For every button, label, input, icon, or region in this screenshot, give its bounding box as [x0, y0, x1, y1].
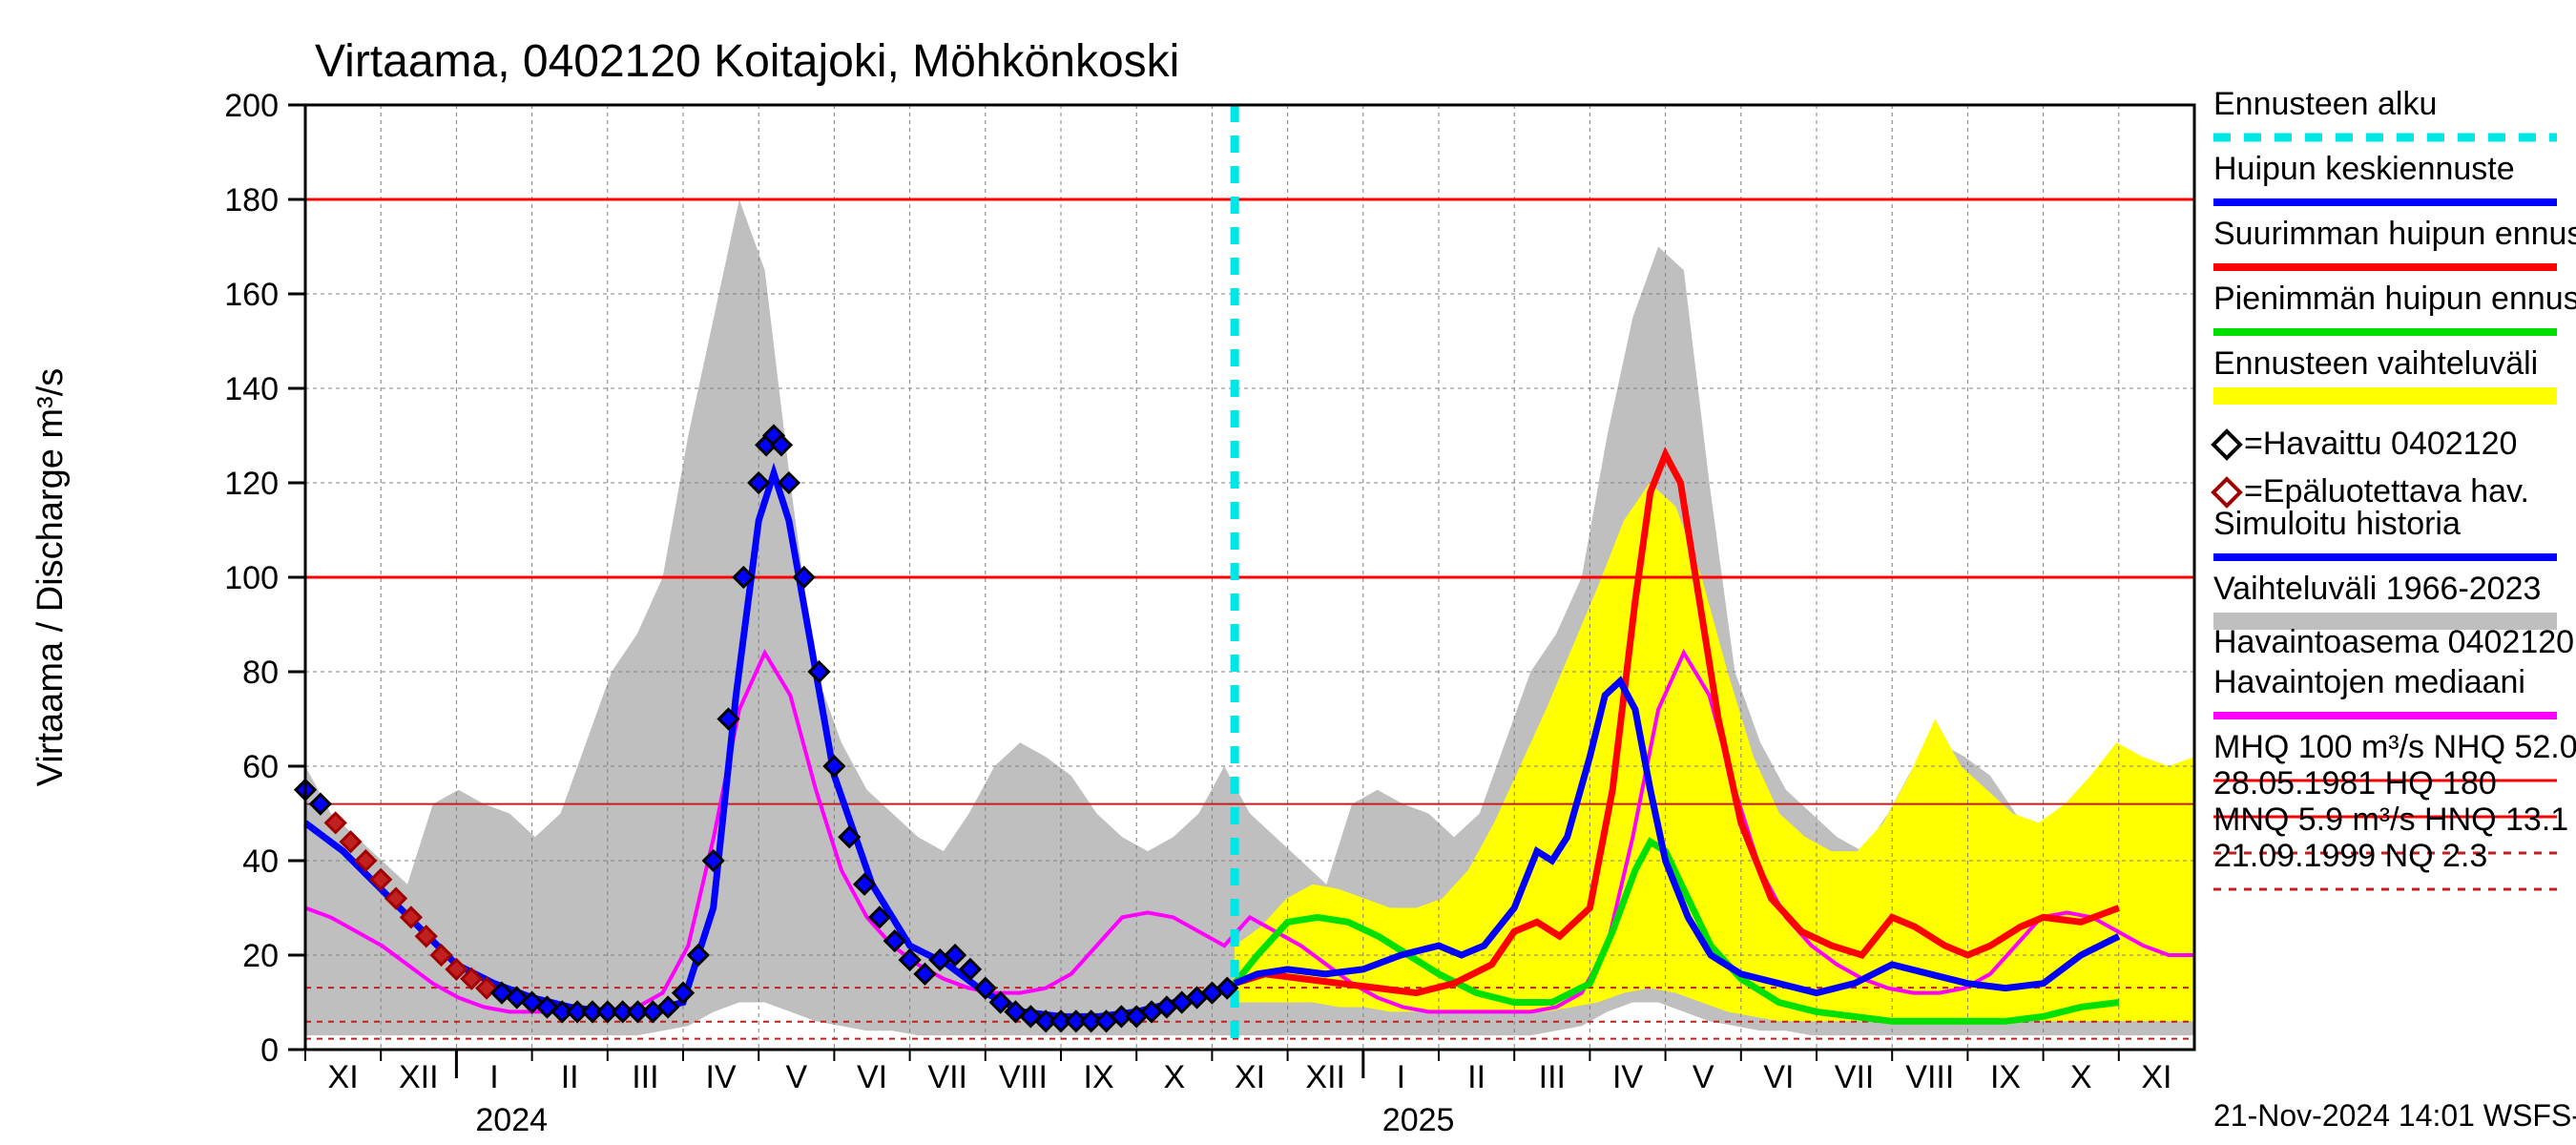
y-tick-label: 0 [260, 1032, 279, 1069]
legend-label: Havaintojen mediaani [2213, 664, 2525, 700]
y-tick-label: 200 [224, 88, 279, 124]
x-tick-label: III [1539, 1059, 1566, 1095]
legend-item: =Havaittu 0402120 [2213, 426, 2517, 462]
year-label: 2024 [475, 1102, 548, 1138]
x-tick-label: V [785, 1059, 807, 1095]
x-tick-label: VII [1835, 1059, 1875, 1095]
legend-label: Ennusteen vaihteluväli [2213, 345, 2538, 382]
x-tick-label: VIII [999, 1059, 1048, 1095]
legend-label: Huipun keskiennuste [2213, 151, 2515, 187]
x-tick-label: XI [1235, 1059, 1265, 1095]
x-tick-label: II [561, 1059, 579, 1095]
legend-label: Vaihteluväli 1966-2023 [2213, 571, 2541, 607]
footer-text: 21-Nov-2024 14:01 WSFS-O [2213, 1098, 2576, 1133]
x-tick-label: XII [399, 1059, 439, 1095]
legend-item: Havaintoasema 0402120 [2213, 624, 2574, 660]
legend-label: 28.05.1981 HQ 180 [2213, 765, 2497, 802]
legend-label: MHQ 100 m³/s NHQ 52.0 [2213, 729, 2576, 765]
y-tick-label: 60 [242, 749, 279, 785]
x-tick-label: II [1467, 1059, 1485, 1095]
x-tick-label: IX [1084, 1059, 1114, 1095]
x-tick-label: X [2070, 1059, 2092, 1095]
legend-label: Ennusteen alku [2213, 86, 2437, 122]
y-tick-label: 40 [242, 843, 279, 880]
x-tick-label: X [1163, 1059, 1185, 1095]
x-tick-label: VII [927, 1059, 967, 1095]
y-tick-label: 160 [224, 277, 279, 313]
legend-label: =Epäluotettava hav. [2244, 473, 2529, 510]
x-tick-label: VI [857, 1059, 887, 1095]
y-tick-label: 180 [224, 182, 279, 219]
legend-label: Simuloitu historia [2213, 506, 2461, 542]
legend-label: Suurimman huipun ennuste [2213, 216, 2576, 252]
legend-label: MNQ 5.9 m³/s HNQ 13.1 [2213, 802, 2568, 838]
chart-title: Virtaama, 0402120 Koitajoki, Möhkönkoski [315, 36, 1179, 87]
x-tick-label: XI [2141, 1059, 2171, 1095]
legend-item: Ennusteen vaihteluväli [2213, 345, 2557, 405]
y-tick-label: 100 [224, 560, 279, 596]
y-tick-label: 140 [224, 371, 279, 407]
legend-item: Vaihteluväli 1966-2023 [2213, 571, 2557, 630]
x-tick-label: XII [1305, 1059, 1345, 1095]
x-tick-label: I [1397, 1059, 1405, 1095]
x-tick-label: IV [1612, 1059, 1643, 1095]
y-tick-label: 120 [224, 466, 279, 502]
x-tick-label: IV [706, 1059, 737, 1095]
discharge-chart: 020406080100120140160180200XIXIIIIIIIIIV… [0, 0, 2576, 1145]
legend-label: 21.09.1999 NQ 2.3 [2213, 838, 2487, 874]
x-tick-label: IX [1990, 1059, 2021, 1095]
y-axis-label: Virtaama / Discharge m³/s [31, 368, 71, 787]
x-tick-label: VI [1763, 1059, 1794, 1095]
legend-item: =Epäluotettava hav. [2213, 473, 2529, 510]
x-tick-label: V [1693, 1059, 1714, 1095]
legend-label: Havaintoasema 0402120 [2213, 624, 2574, 660]
x-tick-label: I [489, 1059, 498, 1095]
y-tick-label: 80 [242, 655, 279, 691]
year-label: 2025 [1382, 1102, 1455, 1138]
x-tick-label: XI [328, 1059, 359, 1095]
x-tick-label: VIII [1905, 1059, 1954, 1095]
x-tick-label: III [632, 1059, 658, 1095]
legend-label: =Havaittu 0402120 [2244, 426, 2517, 462]
y-tick-label: 20 [242, 938, 279, 974]
legend-label: Pienimmän huipun ennuste [2213, 281, 2576, 317]
